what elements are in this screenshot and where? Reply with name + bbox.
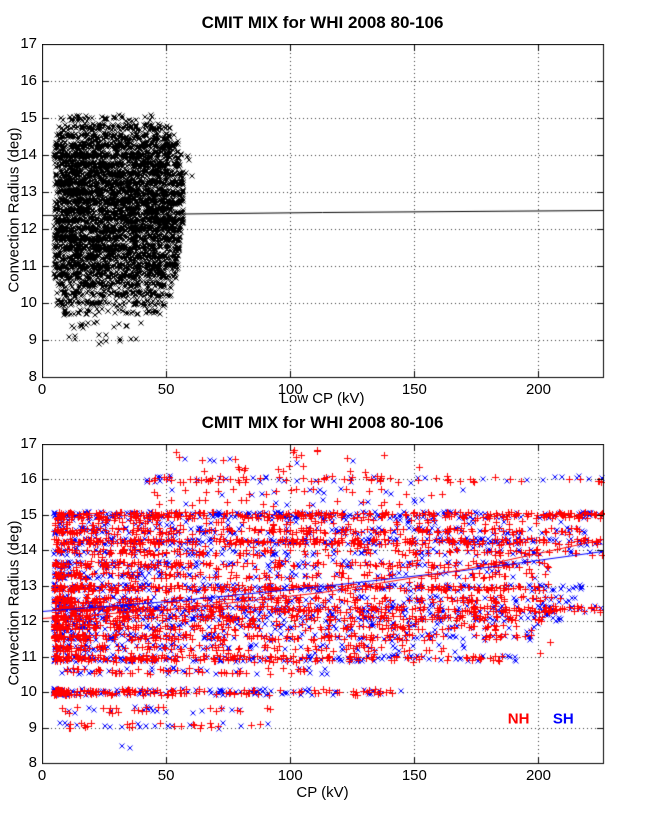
legend-label-NH: NH [507,710,530,728]
y-tick-label: 13 [20,576,37,594]
x-tick-label: 200 [525,767,551,784]
bottom-chart-plot-area [42,444,605,765]
y-tick-label: 16 [20,470,37,488]
y-tick-label: 10 [20,294,37,311]
y-tick-label: 14 [20,541,37,559]
y-tick-label: 16 [20,72,37,89]
x-tick-label: 100 [277,767,303,784]
y-tick-label: 14 [20,146,37,163]
y-tick-label: 9 [28,331,37,348]
x-tick-label: 50 [157,767,175,784]
bottom-chart-x-axis-label: CP (kV) [296,784,349,801]
top-chart-plot-area [42,44,605,379]
top-chart-x-axis-label: Low CP (kV) [280,390,365,407]
y-tick-label: 12 [20,612,37,630]
legend-label-SH: SH [552,710,574,728]
x-tick-label: 100 [277,381,303,398]
y-tick-label: 8 [28,368,37,385]
top-chart-title: CMIT MIX for WHI 2008 80-106 [201,13,444,32]
y-tick-label: 13 [20,183,37,200]
y-tick-label: 8 [28,754,37,771]
x-tick-label: 0 [37,381,47,398]
bottom-chart-title: CMIT MIX for WHI 2008 80-106 [201,413,444,432]
y-tick-label: 17 [20,435,37,452]
y-tick-label: 17 [20,35,37,52]
x-tick-label: 50 [157,381,175,398]
y-tick-label: 9 [28,718,37,736]
y-tick-label: 15 [20,109,37,126]
y-tick-label: 15 [20,505,37,523]
y-tick-label: 11 [21,647,37,665]
x-tick-label: 150 [401,381,427,398]
x-tick-label: 150 [401,767,427,784]
x-tick-label: 0 [37,767,47,784]
y-tick-label: 12 [20,220,37,237]
y-tick-label: 10 [20,683,37,701]
y-tick-label: 11 [21,257,37,274]
x-tick-label: 200 [525,381,551,398]
